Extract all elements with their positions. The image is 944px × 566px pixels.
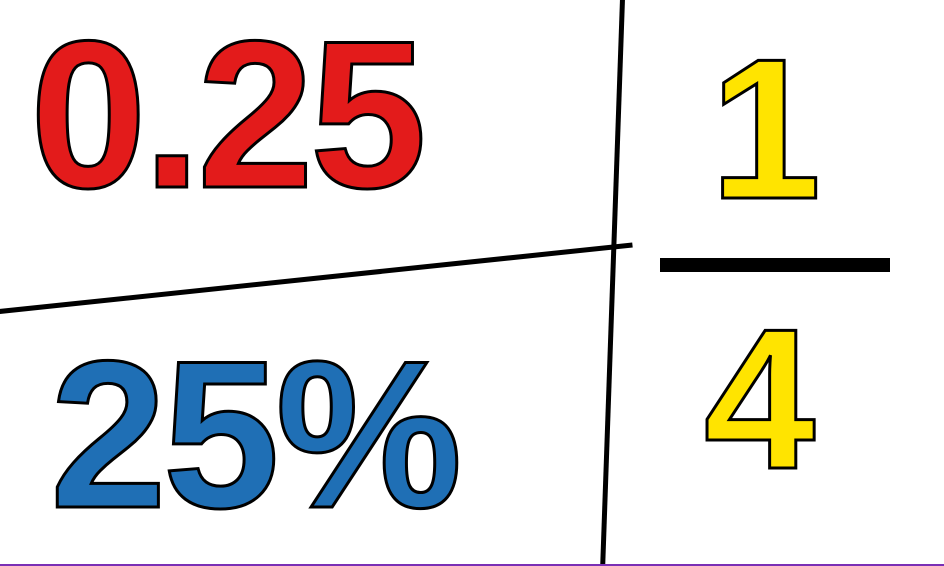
fraction-bar bbox=[660, 258, 890, 272]
equivalence-card: 0.25 25% 1 4 bbox=[0, 0, 944, 566]
fraction-numerator: 1 bbox=[710, 30, 817, 230]
vertical-divider bbox=[600, 0, 626, 566]
percent-value: 25% bbox=[50, 330, 458, 540]
horizontal-divider bbox=[0, 242, 633, 314]
fraction-denominator: 4 bbox=[704, 300, 811, 500]
decimal-value: 0.25 bbox=[30, 10, 423, 220]
